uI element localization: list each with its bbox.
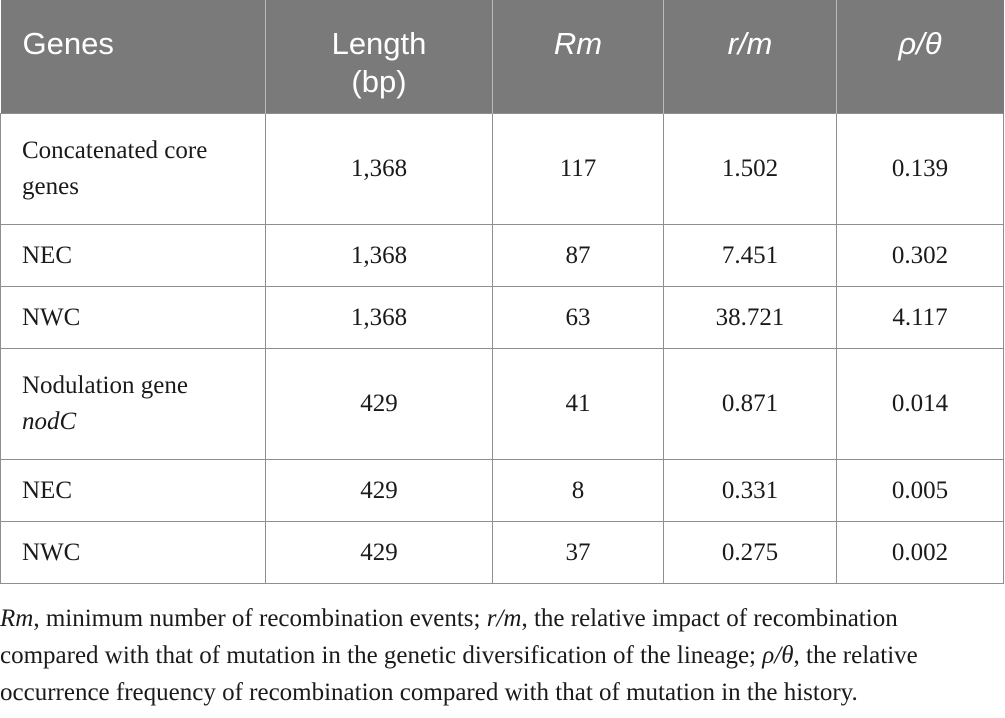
table-row: NEC 1,368 87 7.451 0.302	[0, 224, 1004, 287]
cell-rm: 8	[492, 459, 664, 522]
table-row: NWC 1,368 63 38.721 4.117	[0, 286, 1004, 349]
cell-length: 429	[265, 459, 493, 522]
cell-gene: NEC	[0, 224, 266, 287]
cell-gene-italic: nodC	[22, 408, 77, 435]
cell-gene: NWC	[0, 286, 266, 349]
cell-rm: 87	[492, 224, 664, 287]
cell-gene: Nodulation gene nodC	[0, 348, 266, 460]
cell-rm: 117	[492, 113, 664, 225]
footnote-text-rm: , minimum number of recombination events…	[33, 605, 487, 632]
cell-rho-theta: 0.002	[836, 521, 1004, 584]
cell-r-m: 1.502	[663, 113, 837, 225]
header-length: Length (bp)	[265, 0, 493, 114]
table-header: Genes Length (bp) Rm r/m ρ/θ	[0, 0, 1004, 114]
header-r-m: r/m	[663, 0, 837, 114]
cell-gene: NWC	[0, 521, 266, 584]
header-length-line2: (bp)	[351, 64, 407, 99]
table-row: Nodulation gene nodC 429 41 0.871 0.014	[0, 348, 1004, 460]
cell-r-m: 38.721	[663, 286, 837, 349]
table-body: Concatenated core genes 1,368 117 1.502 …	[0, 113, 1004, 584]
table-row: NWC 429 37 0.275 0.002	[0, 521, 1004, 584]
cell-rm: 37	[492, 521, 664, 584]
cell-rho-theta: 0.302	[836, 224, 1004, 287]
cell-rho-theta: 0.139	[836, 113, 1004, 225]
cell-gene: Concatenated core genes	[0, 113, 266, 225]
table-row: Concatenated core genes 1,368 117 1.502 …	[0, 113, 1004, 225]
cell-rho-theta: 0.005	[836, 459, 1004, 522]
cell-r-m: 0.275	[663, 521, 837, 584]
cell-length: 429	[265, 521, 493, 584]
footnote-text-r-m: , the relative impact of recombination c…	[0, 605, 898, 669]
cell-r-m: 0.331	[663, 459, 837, 522]
recombination-table: Genes Length (bp) Rm r/m ρ/θ Concatenate…	[0, 0, 1004, 584]
cell-gene: NEC	[0, 459, 266, 522]
header-rm: Rm	[492, 0, 664, 114]
cell-rho-theta: 4.117	[836, 286, 1004, 349]
footnote-term-r-m: r/m	[486, 605, 522, 632]
table-row: NEC 429 8 0.331 0.005	[0, 459, 1004, 522]
cell-length: 1,368	[265, 286, 493, 349]
cell-rm: 41	[492, 348, 664, 460]
cell-length: 1,368	[265, 113, 493, 225]
cell-gene-text: Nodulation gene	[22, 372, 188, 399]
cell-length: 429	[265, 348, 493, 460]
cell-rm: 63	[492, 286, 664, 349]
cell-r-m: 0.871	[663, 348, 837, 460]
cell-length: 1,368	[265, 224, 493, 287]
cell-rho-theta: 0.014	[836, 348, 1004, 460]
footnote-text-rho-theta: , the relative occurrence frequency of r…	[0, 642, 918, 706]
header-length-line1: Length	[331, 26, 427, 61]
header-row: Genes Length (bp) Rm r/m ρ/θ	[0, 0, 1004, 114]
table-footnote: Rm, minimum number of recombination even…	[0, 600, 1000, 711]
footnote-term-rho-theta: ρ/θ	[762, 642, 794, 669]
header-genes: Genes	[0, 0, 266, 114]
header-rho-theta: ρ/θ	[836, 0, 1004, 114]
cell-r-m: 7.451	[663, 224, 837, 287]
footnote-term-rm: Rm	[0, 605, 34, 632]
